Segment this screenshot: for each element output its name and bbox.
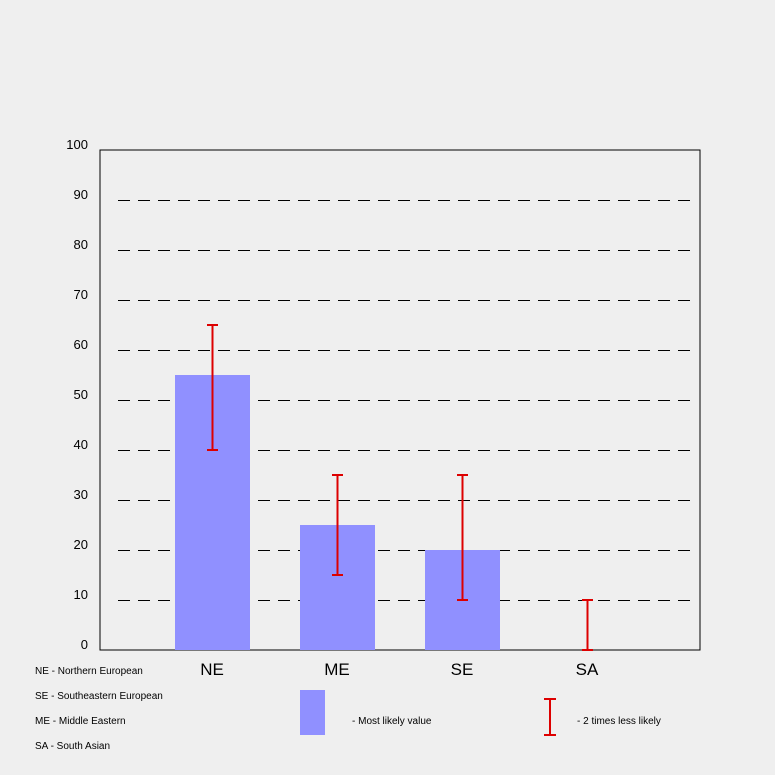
legend-abbr-sa: SA - South Asian <box>35 741 111 752</box>
legend-abbr-ne: NE - Northern European <box>35 666 143 677</box>
x-tick-label: SE <box>451 660 474 679</box>
legend-abbr-se: SE - Southeastern European <box>35 691 163 702</box>
y-tick-label: 40 <box>74 437 88 452</box>
y-tick-label: 90 <box>74 187 88 202</box>
legend-error-label: - 2 times less likely <box>577 716 661 727</box>
legend-bar-swatch <box>300 690 325 735</box>
y-tick-label: 80 <box>74 237 88 252</box>
x-tick-label: ME <box>324 660 350 679</box>
y-tick-label: 10 <box>74 587 88 602</box>
y-tick-label: 50 <box>74 387 88 402</box>
x-tick-label: NE <box>200 660 224 679</box>
y-tick-label: 30 <box>74 487 88 502</box>
plot-frame <box>99 149 701 651</box>
legend-bar-label: - Most likely value <box>352 716 432 727</box>
y-tick-label: 60 <box>74 337 88 352</box>
y-tick-label: 0 <box>81 637 88 652</box>
y-tick-label: 20 <box>74 537 88 552</box>
x-tick-label: SA <box>576 660 599 679</box>
y-tick-label: 100 <box>66 137 88 152</box>
y-tick-label: 70 <box>74 287 88 302</box>
legend-error-icon <box>544 698 556 736</box>
legend-abbr-me: ME - Middle Eastern <box>35 716 126 727</box>
